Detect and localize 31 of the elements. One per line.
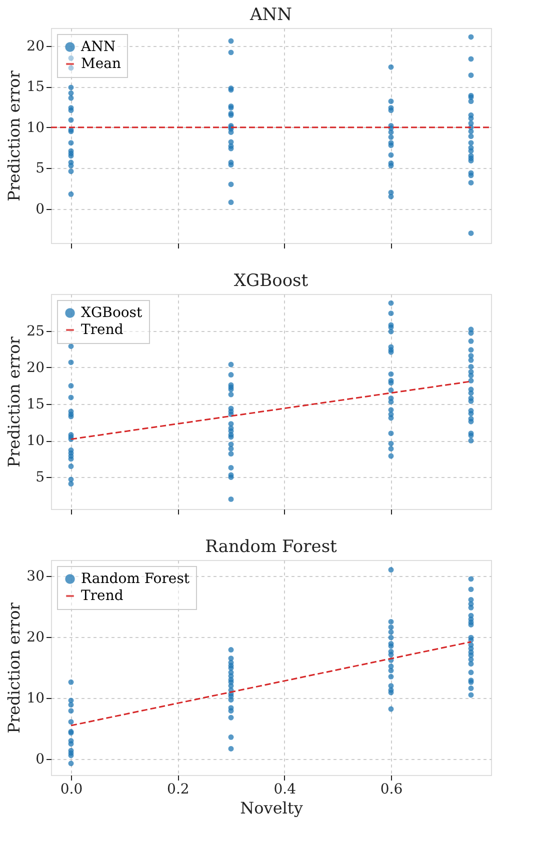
x-tick-label: 0.0 [60,782,83,798]
y-tick-label: 0 [36,752,44,768]
legend-label: Trend [81,588,124,604]
y-axis-title: Prediction error [4,70,24,202]
legend-label: ANN [80,39,116,55]
y-tick-label: 20 [26,629,44,646]
legend-label: XGBoost [81,305,142,321]
y-tick-label: 15 [26,79,44,96]
x-tick-label: 0.4 [274,782,296,798]
y-tick-label: 15 [26,396,44,413]
y-tick-label: 5 [36,470,44,486]
y-tick-label: 10 [26,120,44,136]
y-axis-title: Prediction error [4,602,24,734]
y-tick-label: 25 [26,323,44,340]
y-tick-label: 10 [26,433,44,450]
x-axis-title: Novelty [240,798,303,818]
x-tick-label: 0.6 [380,782,403,798]
y-tick-label: 10 [26,690,44,707]
y-axis-title: Prediction error [4,336,24,468]
y-tick-label: 0 [36,201,44,218]
x-tick-label: 0.2 [167,782,190,798]
y-tick-label: 20 [26,38,44,54]
chart-title: XGBoost [234,271,308,291]
legend-label: Mean [81,56,121,72]
chart-title: Random Forest [205,537,338,557]
chart-title: ANN [248,5,292,25]
y-tick-label: 5 [36,160,44,177]
y-tick-label: 30 [26,568,44,584]
legend-label: Random Forest [81,571,190,587]
legend-label: Trend [81,322,124,338]
y-tick-label: 20 [26,360,44,376]
